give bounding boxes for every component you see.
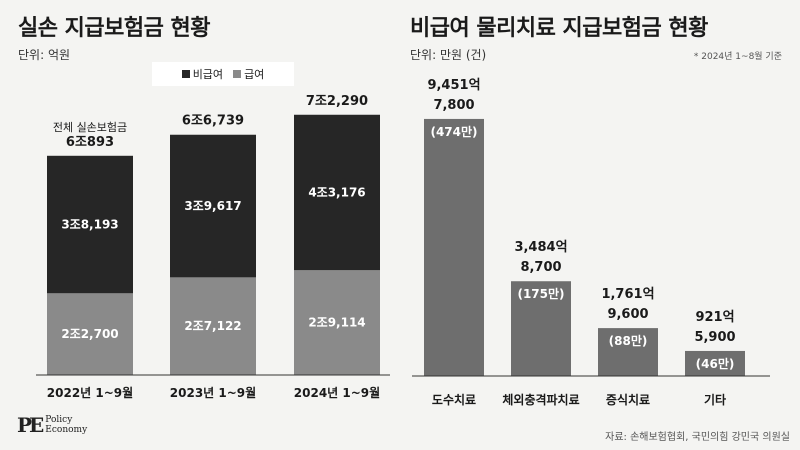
total-label-0: 6조893 <box>66 135 114 150</box>
policy-economy-logo: PE Policy Economy <box>17 413 87 437</box>
count-label-2: (88만) <box>609 333 648 348</box>
bar-nonpay-2 <box>294 114 380 271</box>
bar-nonpay-0 <box>47 155 133 294</box>
segment-label-pay-2: 2조9,114 <box>308 316 365 330</box>
right-date-note: * 2024년 1~8월 기준 <box>693 52 782 62</box>
right-unit-label: 단위: 만원 (건) <box>410 48 487 62</box>
total-label-2: 7조2,290 <box>306 94 368 109</box>
legend: 비급여 급여 <box>152 62 294 86</box>
source-caption: 자료: 손해보험협회, 국민의힘 강민국 의원실 <box>605 432 790 443</box>
x-tick-label-physio-0: 도수치료 <box>432 392 476 407</box>
bar-physio-1 <box>511 281 571 376</box>
legend-label-pay: 급여 <box>244 68 265 81</box>
left-unit-label: 단위: 억원 <box>18 48 71 62</box>
right-chart-title: 비급여 물리치료 지급보험금 현황 <box>410 16 708 41</box>
x-tick-label-physio-3: 기타 <box>704 392 726 407</box>
legend-label-nonpay: 비급여 <box>192 68 224 81</box>
count-label-1: (175만) <box>517 286 564 301</box>
logo-text: Policy Economy <box>45 415 87 435</box>
count-label-0: (474만) <box>430 124 477 139</box>
value-label-1: 3,484억 <box>514 240 567 255</box>
legend-swatch-nonpay <box>181 70 190 78</box>
per-case-label-3: 5,900 <box>694 330 735 345</box>
legend-item-pay: 급여 <box>233 66 264 82</box>
count-label-3: (46만) <box>696 356 735 371</box>
segment-label-nonpay-1: 3조9,617 <box>184 199 241 213</box>
x-tick-label-2: 2024년 1~9월 <box>294 385 380 400</box>
x-tick-label-physio-1: 체외충격파치료 <box>502 392 579 407</box>
x-tick-label-1: 2023년 1~9월 <box>170 385 256 400</box>
segment-label-nonpay-2: 4조3,176 <box>308 185 365 199</box>
bar-nonpay-1 <box>170 134 256 278</box>
legend-item-nonpay: 비급여 <box>181 66 224 82</box>
x-tick-label-physio-2: 증식치료 <box>606 392 650 407</box>
left-chart-title: 실손 지급보험금 현황 <box>18 16 210 41</box>
per-case-label-1: 8,700 <box>520 260 561 275</box>
logo-line-1: Policy <box>45 415 73 425</box>
bar-pay-0 <box>47 293 133 375</box>
segment-label-pay-1: 2조7,122 <box>184 319 241 333</box>
per-case-label-0: 7,800 <box>433 98 474 113</box>
per-case-label-2: 9,600 <box>607 307 648 322</box>
total-annotation: 전체 실손보험금 <box>53 121 127 134</box>
bar-physio-2 <box>598 328 658 376</box>
bar-physio-3 <box>685 350 745 376</box>
x-tick-label-0: 2022년 1~9월 <box>47 385 133 400</box>
value-label-0: 9,451억 <box>427 78 480 93</box>
bar-physio-0 <box>424 118 484 376</box>
logo-mark-icon: PE <box>17 413 44 437</box>
bar-pay-2 <box>294 270 380 375</box>
logo-line-2: Economy <box>45 425 88 435</box>
legend-swatch-pay <box>233 70 242 78</box>
value-label-2: 1,761억 <box>601 287 654 302</box>
total-label-1: 6조6,739 <box>182 114 244 129</box>
segment-label-pay-0: 2조2,700 <box>61 327 118 341</box>
value-label-3: 921억 <box>695 310 734 325</box>
segment-label-nonpay-0: 3조8,193 <box>61 218 118 232</box>
bar-pay-1 <box>170 277 256 375</box>
